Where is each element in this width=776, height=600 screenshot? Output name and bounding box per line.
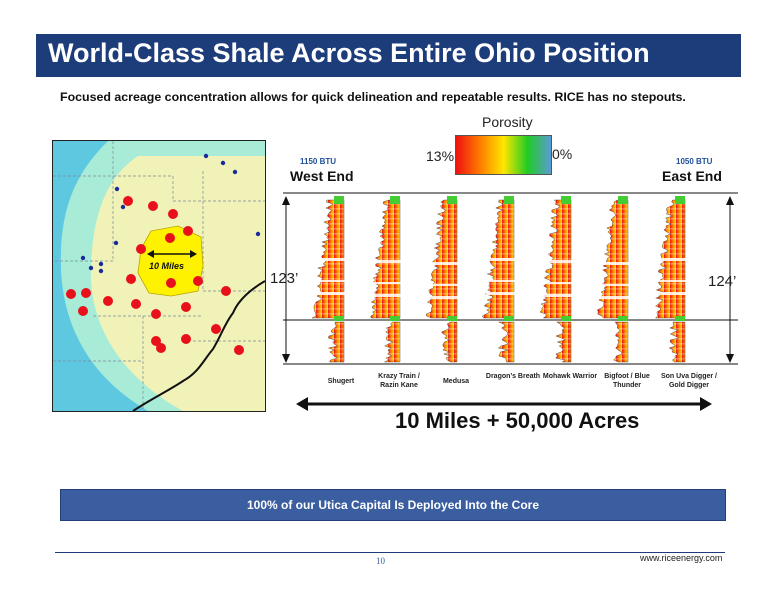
log-tracks (311, 196, 687, 363)
ohio-river (132, 280, 265, 411)
well-label-krazy-train: Krazy Train / Razin Kane (378, 373, 420, 389)
log-track (311, 196, 346, 363)
porosity-colorbar (455, 135, 552, 175)
west-end-label: West End (290, 168, 354, 184)
west-btu: 1150 BTU (300, 157, 337, 166)
well-label-dragons-breath: Dragon’s Breath (485, 373, 541, 380)
east-btu: 1050 BTU (676, 157, 713, 166)
log-track (482, 196, 516, 363)
page-title: World-Class Shale Across Entire Ohio Pos… (48, 38, 650, 68)
log-track (655, 196, 687, 363)
porosity-min-label: 0% (552, 146, 573, 162)
well-label-medusa: Medusa (442, 378, 470, 385)
east-end-label: East End (662, 168, 722, 184)
banner: 100% of our Utica Capital Is Deployed In… (60, 489, 726, 521)
acreage-map: 10 Miles (52, 140, 266, 412)
well-dots-red (66, 196, 244, 355)
footer-line (55, 552, 725, 553)
porosity-max-label: 13% (426, 148, 455, 164)
west-thickness: 123’ (270, 270, 299, 287)
porosity-title: Porosity (482, 114, 533, 130)
map-graphic: 10 Miles (53, 141, 265, 411)
well-label-bigfoot: Bigfoot / Blue Thunder (604, 373, 650, 389)
log-track (370, 196, 402, 363)
log-track (539, 196, 573, 363)
east-thickness: 124’ (708, 273, 737, 290)
page-number: 10 (376, 556, 385, 566)
log-track (596, 196, 630, 363)
banner-text: 100% of our Utica Capital Is Deployed In… (246, 498, 540, 512)
well-label-shugert: Shugert (327, 378, 355, 385)
subtitle: Focused acreage concentration allows for… (60, 90, 686, 104)
log-track (425, 196, 459, 363)
county-lines (53, 141, 265, 411)
website: www.riceenergy.com (640, 553, 723, 563)
map-scale-label: 10 Miles (149, 261, 184, 271)
well-label-son-uva-digger: Son Uva Digger / Gold Digger (660, 373, 717, 389)
span-text: 10 Miles + 50,000 Acres (395, 408, 640, 433)
title-bar: World-Class Shale Across Entire Ohio Pos… (36, 34, 741, 77)
porosity-logs (282, 192, 738, 365)
well-dots-blue (80, 153, 261, 274)
span-arrow (296, 397, 712, 411)
well-label-mohawk-warrior: Mohawk Warrior (542, 373, 598, 380)
